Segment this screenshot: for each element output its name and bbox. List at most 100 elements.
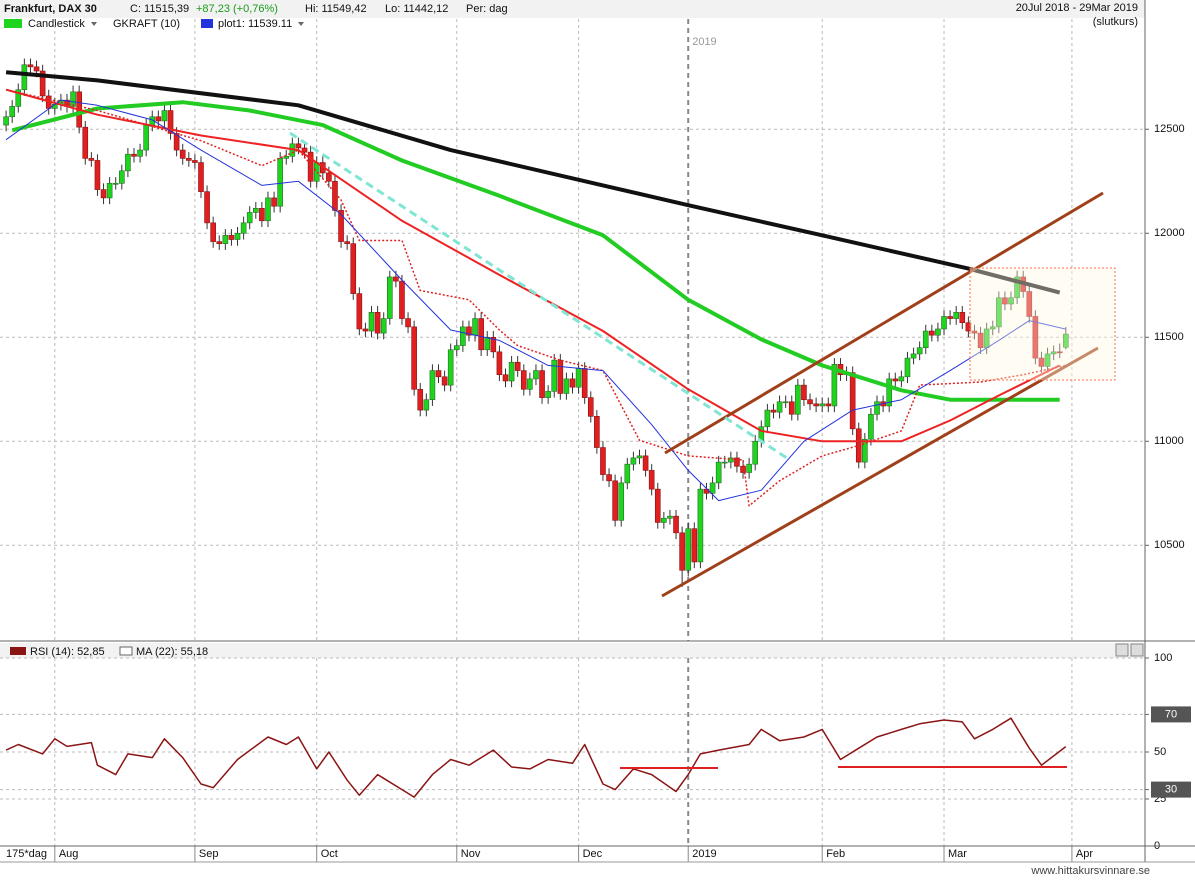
- candle-body: [935, 328, 941, 336]
- candle-body: [636, 455, 643, 459]
- candle-body: [399, 280, 405, 319]
- candle-body: [715, 461, 722, 484]
- y-tick-label: 30: [1165, 784, 1177, 796]
- candle-body: [831, 364, 838, 407]
- close-button[interactable]: [1130, 643, 1144, 657]
- candle-body: [996, 297, 1002, 328]
- dropdown-icon[interactable]: [298, 22, 304, 26]
- candle-body: [332, 180, 338, 211]
- candle-body: [179, 149, 186, 159]
- candle-body: [405, 318, 411, 328]
- candle-body: [788, 401, 795, 415]
- candle-body: [514, 361, 521, 371]
- candle-body: [106, 183, 113, 199]
- candle-body: [259, 208, 265, 222]
- candle-body: [380, 318, 387, 334]
- candle-body: [94, 160, 101, 190]
- candle-body: [648, 470, 655, 490]
- candle-body: [819, 403, 826, 407]
- candle-body: [679, 532, 685, 571]
- candle-body: [667, 515, 673, 519]
- candle-body: [764, 409, 771, 428]
- tick-box: [1151, 706, 1191, 723]
- price-type: (slutkurs): [1093, 16, 1138, 28]
- candle-body: [691, 528, 698, 563]
- candle-body: [1056, 351, 1063, 354]
- candle-body: [192, 160, 198, 163]
- legend-candle[interactable]: Candlestick: [28, 18, 85, 30]
- y-tick-label: 100: [1154, 652, 1172, 664]
- candle-body: [39, 70, 46, 97]
- candle-body: [100, 189, 107, 199]
- candle-body: [551, 359, 558, 392]
- candle-body: [520, 370, 527, 390]
- candle-body: [959, 312, 966, 324]
- candle-body: [904, 357, 911, 378]
- candle-body: [624, 463, 631, 484]
- legend-swatch: [201, 19, 213, 28]
- change: +87,23 (+0,76%): [196, 3, 278, 15]
- candle-body: [953, 312, 959, 319]
- candle-body: [155, 116, 162, 122]
- trend-line: [289, 131, 791, 462]
- close: C: 11515,39: [130, 3, 189, 15]
- legend-rsi[interactable]: RSI (14): 52,85: [30, 646, 105, 658]
- legend-ma[interactable]: MA (22): 55,18: [136, 646, 208, 658]
- y-tick-label: 50: [1154, 746, 1166, 758]
- candle-body: [222, 235, 229, 244]
- candle-body: [1014, 276, 1020, 299]
- candle-body: [393, 276, 399, 282]
- period-label: 175*dag: [6, 848, 47, 860]
- candle-body: [1038, 357, 1045, 367]
- candle-body: [131, 153, 137, 157]
- candle-body: [1032, 316, 1039, 359]
- candle-body: [484, 336, 491, 351]
- zoom-button[interactable]: [1115, 643, 1129, 657]
- x-tick-label: Apr: [1076, 848, 1093, 860]
- candle-body: [673, 515, 679, 534]
- tick-box: [1151, 781, 1191, 798]
- series-line: [5, 717, 1067, 798]
- candle-body: [82, 126, 89, 159]
- candle-body: [198, 162, 204, 192]
- zone-box: [969, 267, 1116, 381]
- candle-body: [478, 318, 484, 351]
- candle-body: [874, 401, 880, 415]
- candle-body: [216, 241, 223, 244]
- x-tick-label: Mar: [948, 848, 967, 860]
- candle-body: [612, 480, 618, 521]
- y-tick-label: 11000: [1154, 435, 1184, 447]
- candle-body: [204, 191, 210, 224]
- legend-plot1[interactable]: plot1: 11539.11: [218, 18, 292, 30]
- x-tick-label: Nov: [461, 848, 481, 860]
- trend-line: [661, 346, 1099, 598]
- legend-gkraft[interactable]: GKRAFT (10): [113, 18, 180, 30]
- candle-body: [721, 461, 728, 464]
- candle-body: [770, 409, 777, 413]
- candle-body: [33, 66, 40, 72]
- candle-body: [776, 401, 783, 413]
- low: Lo: 11442,12: [385, 3, 448, 15]
- candle-body: [697, 488, 704, 563]
- candle-body: [947, 316, 953, 319]
- candle-body: [746, 463, 752, 473]
- rsi-header: [0, 643, 1145, 658]
- candle-body: [971, 330, 978, 334]
- dropdown-icon[interactable]: [91, 22, 97, 26]
- candle-body: [575, 368, 582, 388]
- candle-body: [569, 378, 576, 388]
- candle-body: [295, 143, 302, 149]
- x-tick-label: Dec: [583, 848, 603, 860]
- candle-body: [661, 517, 667, 523]
- candle-body: [1002, 297, 1008, 305]
- series-line: [11, 100, 1060, 402]
- candle-body: [807, 399, 813, 405]
- candle-body: [594, 416, 600, 448]
- candle-body: [587, 397, 594, 417]
- series-line: [5, 88, 1066, 507]
- candle-body: [801, 384, 807, 400]
- candle-body: [965, 322, 972, 332]
- candle-body: [15, 89, 22, 107]
- candle-body: [606, 474, 612, 482]
- candle-body: [941, 316, 947, 330]
